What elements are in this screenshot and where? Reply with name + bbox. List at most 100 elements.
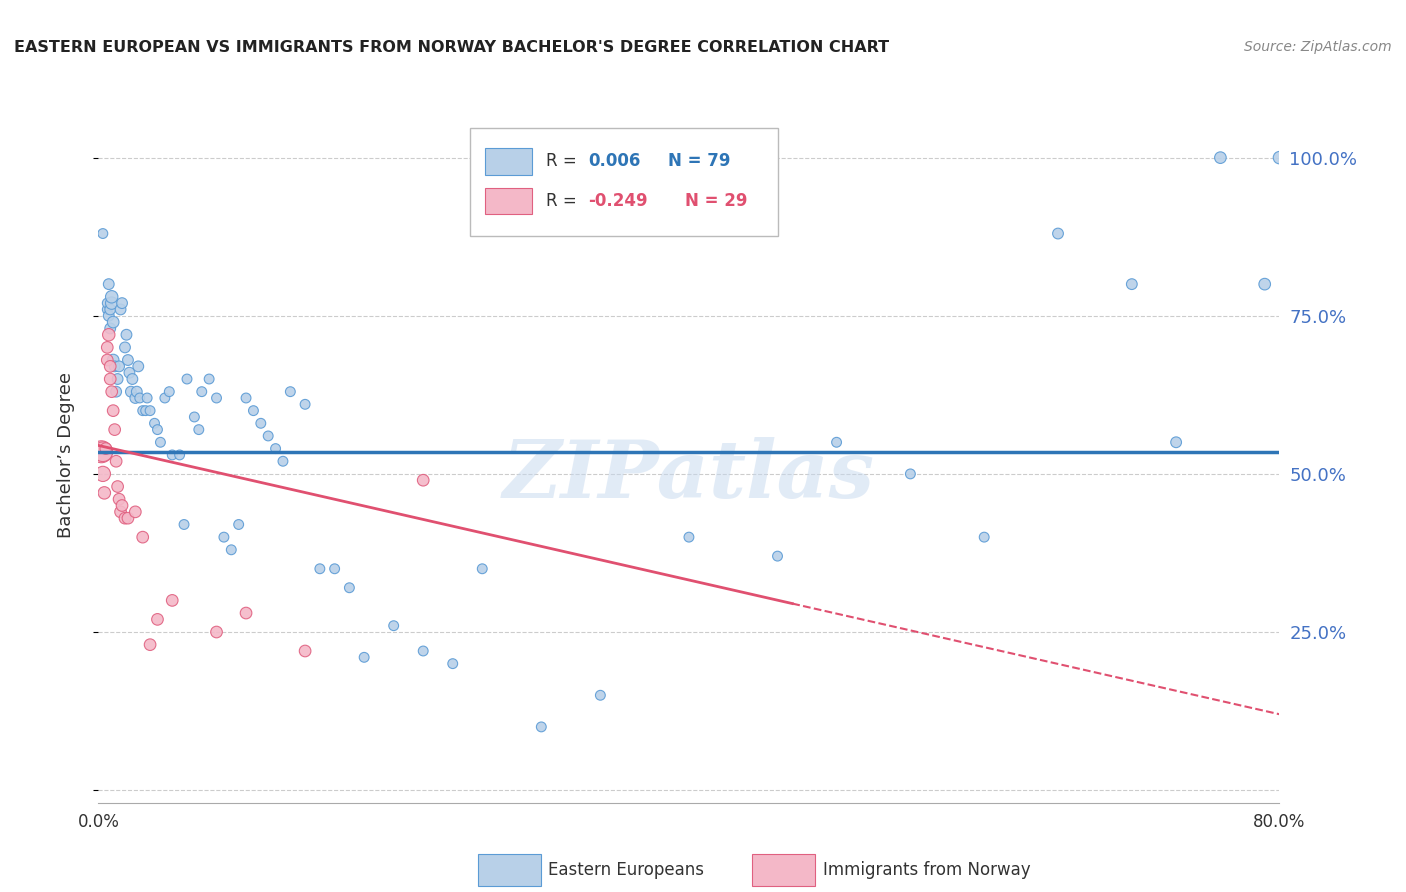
- Point: [309, 562, 332, 576]
- Point: [104, 359, 127, 374]
- Point: [107, 372, 129, 386]
- Point: [139, 638, 162, 652]
- Point: [530, 720, 553, 734]
- Point: [98, 372, 121, 386]
- Point: [103, 353, 125, 368]
- Point: [1121, 277, 1143, 292]
- Bar: [485, 187, 531, 214]
- Point: [187, 423, 209, 437]
- Point: [132, 530, 155, 544]
- Point: [110, 302, 132, 317]
- Point: [441, 657, 464, 671]
- Point: [98, 302, 121, 317]
- Point: [157, 384, 180, 399]
- Point: [191, 384, 214, 399]
- Point: [97, 309, 120, 323]
- Point: [900, 467, 922, 481]
- Point: [98, 321, 121, 335]
- Point: [766, 549, 789, 563]
- Point: [118, 366, 141, 380]
- Point: [169, 448, 191, 462]
- Point: [678, 530, 700, 544]
- Point: [1046, 227, 1070, 241]
- Point: [143, 417, 166, 431]
- Point: [257, 429, 280, 443]
- Point: [114, 511, 136, 525]
- Text: R =: R =: [546, 153, 582, 170]
- Point: [115, 327, 138, 342]
- Point: [162, 448, 183, 462]
- Point: [111, 499, 134, 513]
- Point: [104, 423, 127, 437]
- Y-axis label: Bachelor’s Degree: Bachelor’s Degree: [56, 372, 75, 538]
- Point: [96, 296, 118, 310]
- Point: [146, 423, 169, 437]
- Point: [107, 479, 129, 493]
- Point: [103, 315, 125, 329]
- Point: [294, 644, 316, 658]
- Point: [91, 467, 114, 481]
- Point: [105, 454, 128, 468]
- Text: Immigrants from Norway: Immigrants from Norway: [823, 861, 1031, 879]
- Point: [242, 403, 264, 417]
- Point: [139, 403, 162, 417]
- Point: [105, 384, 128, 399]
- Point: [97, 277, 120, 292]
- Point: [250, 417, 273, 431]
- Point: [973, 530, 995, 544]
- Point: [132, 403, 155, 417]
- Point: [176, 372, 198, 386]
- Point: [125, 384, 148, 399]
- Point: [205, 391, 228, 405]
- Text: -0.249: -0.249: [589, 192, 648, 210]
- Point: [97, 327, 120, 342]
- Point: [110, 505, 132, 519]
- Point: [198, 372, 221, 386]
- Point: [339, 581, 361, 595]
- Point: [121, 372, 143, 386]
- Point: [212, 530, 235, 544]
- Point: [96, 302, 118, 317]
- Point: [108, 492, 131, 507]
- Point: [1268, 151, 1291, 165]
- Point: [205, 625, 228, 640]
- Point: [353, 650, 375, 665]
- Bar: [485, 148, 531, 175]
- Text: 0.006: 0.006: [589, 153, 641, 170]
- Point: [412, 473, 434, 487]
- Point: [1166, 435, 1188, 450]
- Point: [382, 618, 405, 632]
- Point: [128, 391, 150, 405]
- Point: [235, 391, 257, 405]
- Point: [98, 359, 121, 374]
- Point: [471, 562, 494, 576]
- Point: [1209, 151, 1232, 165]
- Text: EASTERN EUROPEAN VS IMMIGRANTS FROM NORWAY BACHELOR'S DEGREE CORRELATION CHART: EASTERN EUROPEAN VS IMMIGRANTS FROM NORW…: [14, 40, 889, 55]
- Text: Eastern Europeans: Eastern Europeans: [548, 861, 704, 879]
- Point: [124, 391, 146, 405]
- Text: ZIPatlas: ZIPatlas: [503, 437, 875, 515]
- Point: [117, 353, 139, 368]
- Point: [120, 384, 142, 399]
- Point: [294, 397, 316, 411]
- Point: [94, 442, 117, 456]
- Point: [323, 562, 346, 576]
- Point: [149, 435, 172, 450]
- Point: [146, 612, 169, 626]
- Point: [117, 511, 139, 525]
- Text: N = 29: N = 29: [685, 192, 748, 210]
- Point: [127, 359, 149, 374]
- Point: [100, 290, 122, 304]
- Point: [280, 384, 302, 399]
- Point: [264, 442, 287, 456]
- Point: [108, 359, 131, 374]
- Point: [94, 444, 117, 458]
- Point: [100, 384, 122, 399]
- Point: [271, 454, 294, 468]
- Point: [136, 391, 159, 405]
- Point: [412, 644, 434, 658]
- Point: [91, 444, 114, 458]
- Point: [96, 340, 118, 354]
- Point: [228, 517, 250, 532]
- Point: [93, 486, 115, 500]
